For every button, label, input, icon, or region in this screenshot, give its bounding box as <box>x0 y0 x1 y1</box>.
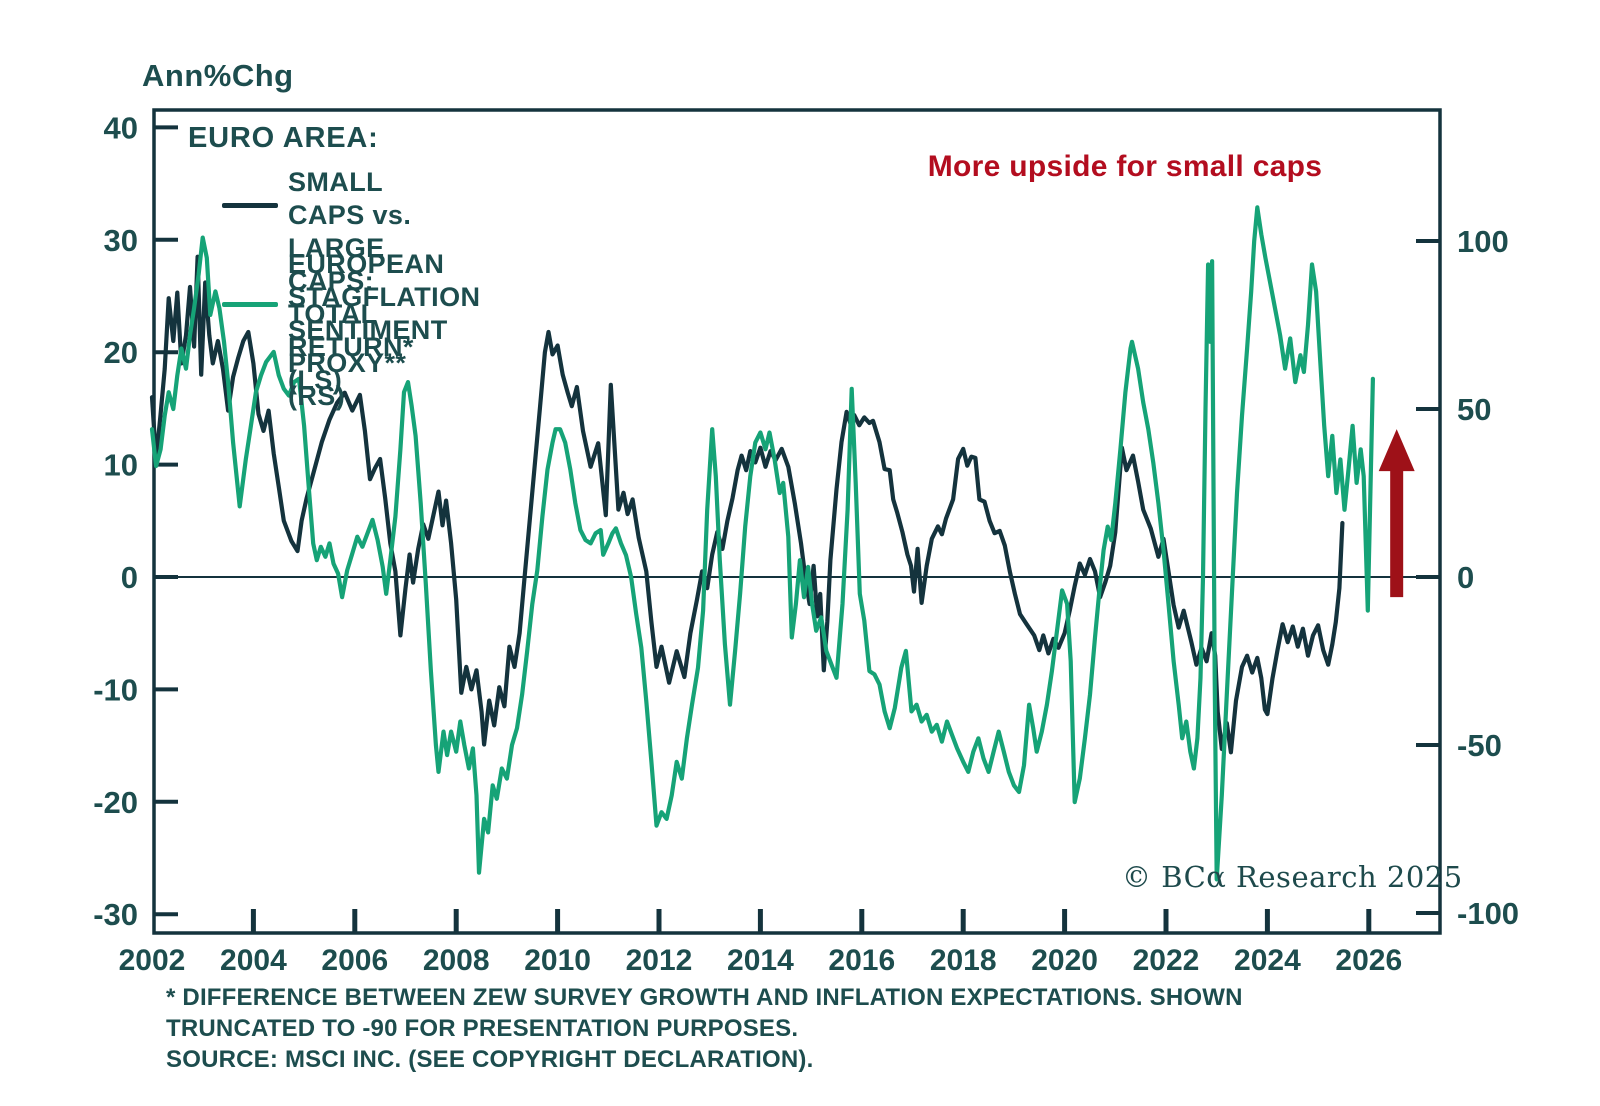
x-axis-tick-label: 2016 <box>828 944 895 977</box>
legend-label-line: EUROPEAN STAGFLATION <box>288 249 481 312</box>
plot-frame <box>152 108 1442 935</box>
left-axis-tick-label: 30 <box>104 223 138 258</box>
x-axis-tick-label: 2002 <box>119 944 186 977</box>
left-axis-tick-label: -10 <box>93 672 138 707</box>
navy-line-swatch <box>222 203 278 208</box>
right-axis-tick-label: 50 <box>1457 392 1491 427</box>
legend-heading: EURO AREA: <box>188 122 379 154</box>
x-axis-tick-label: 2008 <box>423 944 490 977</box>
right-axis-tick-label: -50 <box>1457 728 1502 763</box>
x-axis-tick-label: 2006 <box>321 944 388 977</box>
right-axis-tick-label: -100 <box>1457 896 1519 931</box>
annotation-more-upside: More upside for small caps <box>927 150 1323 183</box>
series-line-stagflation-proxy <box>149 205 1376 882</box>
footnote-line: TRUNCATED TO -90 FOR PRESENTATION PURPOS… <box>166 1015 799 1042</box>
left-axis-tick-label: 10 <box>104 448 138 483</box>
left-axis-tick-label: -20 <box>93 785 138 820</box>
x-axis-tick-label: 2012 <box>626 944 693 977</box>
right-axis-tick-label: 0 <box>1457 560 1474 595</box>
legend-label-line: SMALL CAPS vs. LARGE CAPS: <box>288 167 412 296</box>
x-axis-tick-label: 2022 <box>1133 944 1200 977</box>
footnote-line: SOURCE: MSCI INC. (SEE COPYRIGHT DECLARA… <box>166 1046 814 1073</box>
copyright-notice: © BCα Research 2025 <box>1122 860 1463 894</box>
legend: EURO AREA: SMALL CAPS vs. LARGE CAPS: TO… <box>188 122 748 411</box>
legend-label-line: (RS) <box>288 381 346 411</box>
x-axis-tick-label: 2004 <box>220 944 287 977</box>
series-line-small-caps <box>149 254 1345 755</box>
axis-unit-label: Ann%Chg <box>142 58 294 93</box>
left-axis-tick-label: -30 <box>93 897 138 932</box>
x-axis-tick-label: 2014 <box>727 944 794 977</box>
green-line-swatch <box>222 302 278 307</box>
x-axis-tick-label: 2024 <box>1234 944 1301 977</box>
x-axis-tick-label: 2026 <box>1335 944 1402 977</box>
legend-label-line: TOTAL RETURN* (LS) <box>288 299 414 395</box>
left-axis-tick-label: 20 <box>104 335 138 370</box>
x-axis-tick-label: 2020 <box>1031 944 1098 977</box>
footnote: * DIFFERENCE BETWEEN ZEW SURVEY GROWTH A… <box>166 982 1243 1075</box>
footnote-line: * DIFFERENCE BETWEEN ZEW SURVEY GROWTH A… <box>166 984 1243 1011</box>
left-axis-tick-label: 40 <box>104 110 138 145</box>
up-arrow <box>1378 429 1415 598</box>
x-axis-tick-label: 2018 <box>930 944 997 977</box>
legend-label-line: SENTIMENT PROXY** <box>288 315 448 378</box>
x-axis-tick-label: 2010 <box>524 944 591 977</box>
right-axis-tick-label: 100 <box>1457 224 1509 259</box>
left-axis-tick-label: 0 <box>121 560 138 595</box>
